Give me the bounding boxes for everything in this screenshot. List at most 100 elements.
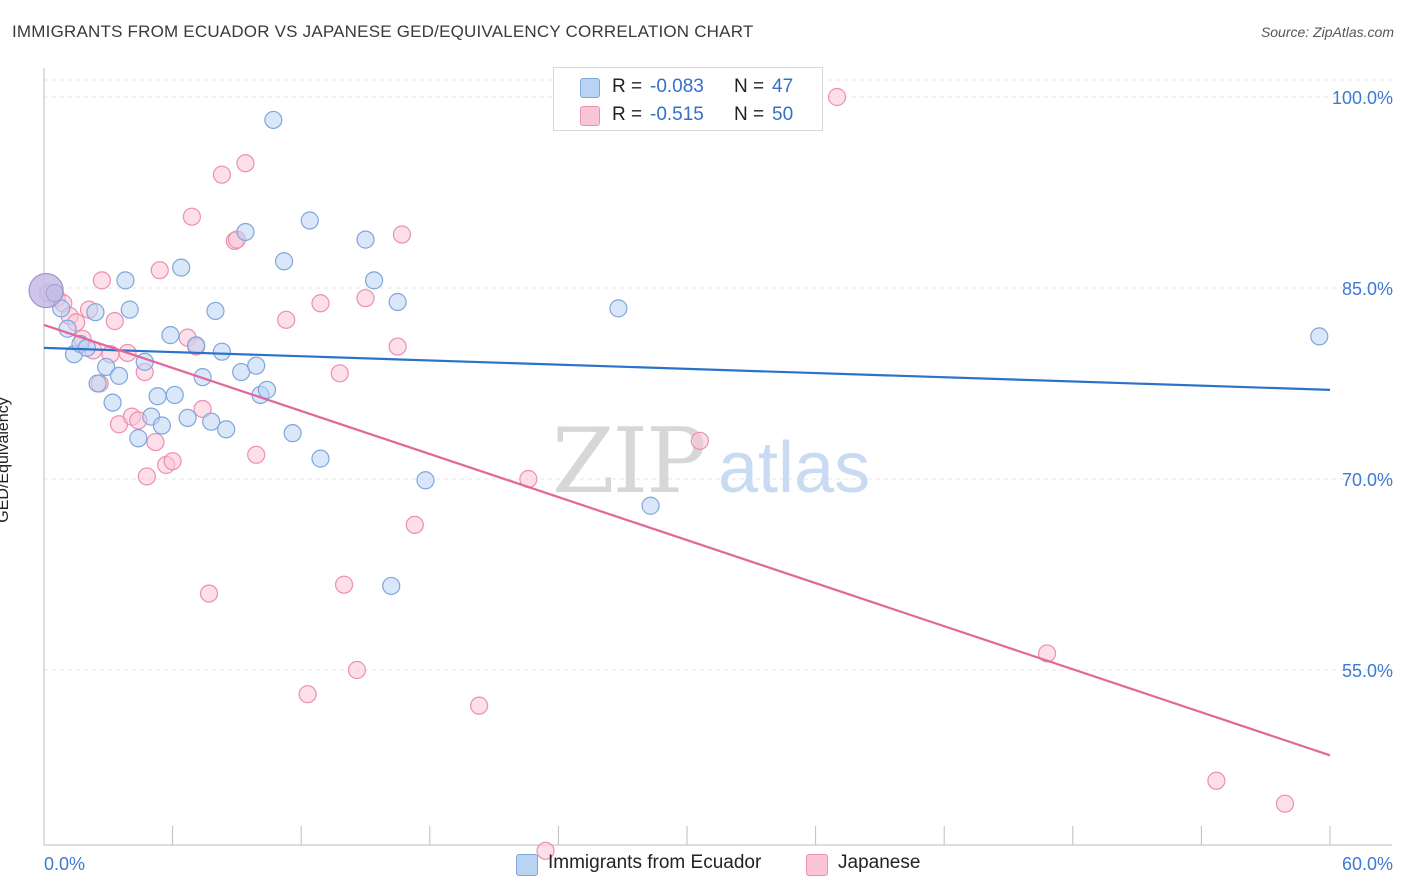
watermark-zip: ZIP [552,409,705,514]
ecuador-point [58,319,77,338]
ecuador-swatch [516,854,538,876]
ecuador-point [116,271,135,290]
ecuador-point [165,385,184,405]
ecuador-point [364,271,384,290]
ecuador-point [148,387,167,406]
ecuador-point [311,449,330,468]
n-value: 50 [772,104,794,125]
ecuador-point [152,416,171,435]
japanese-point [298,685,317,704]
r-value: -0.515 [650,104,704,125]
legend-row-ecuador: R = -0.083 N = 47 [554,74,822,102]
ecuador-point [609,299,628,318]
japanese-point [247,445,266,464]
watermark-atlas: atlas [718,428,870,508]
ecuador-trend-line [43,346,1331,391]
ecuador-point [247,356,266,375]
series-legend: Immigrants from Ecuador Japanese [0,852,1406,878]
ecuador-point [206,301,225,321]
japanese-point [212,165,231,184]
japanese-point [199,584,219,603]
ecuador-point [416,471,435,490]
ecuador-point [178,408,197,427]
japanese-point [1207,771,1226,790]
japanese-trend-line [43,323,1331,757]
legend-label: Immigrants from Ecuador [548,852,762,873]
ecuador-point [257,380,277,399]
legend-label: Japanese [838,852,921,873]
ecuador-points [28,110,1329,596]
japanese-point [334,575,354,594]
ecuador-point [86,303,105,322]
r-label: R = [612,104,643,125]
japanese-point [150,261,169,280]
ecuador-point [109,366,129,385]
n-label: N = [734,104,765,125]
ecuador-point [641,496,660,515]
japanese-point [330,364,349,383]
japanese-point [163,452,182,471]
x-tick-label: 60.0% [1342,854,1393,874]
y-tick-label: 85.0% [1342,279,1393,299]
japanese-point [536,841,555,860]
japanese-point [690,431,709,450]
ecuador-point [161,326,180,345]
japanese-point [827,87,847,107]
japanese-point [277,310,296,329]
stats-legend: R = -0.083 N = 47 R = -0.515 N = 50 [553,67,823,131]
japanese-swatch [806,854,828,876]
ecuador-point [274,252,294,271]
ecuador-point [172,258,191,277]
ecuador-point [120,300,139,319]
ecuador-point [356,230,375,249]
ecuador-point [103,393,122,412]
n-label: N = [734,76,765,97]
overlap-point [28,273,64,309]
n-value: 47 [772,76,794,97]
japanese-point [356,289,375,308]
japanese-point [469,696,489,715]
ecuador-point [202,412,221,431]
ecuador-point [1310,327,1329,346]
legend-row-japanese: R = -0.515 N = 50 [554,102,822,130]
japanese-point [146,432,165,452]
japanese-point [347,660,367,680]
japanese-point [311,294,330,313]
r-label: R = [612,76,643,97]
ecuador-point [187,336,206,355]
tick-labels: 55.0% 70.0% 85.0% 100.0% 0.0% 60.0% [44,88,1393,874]
ecuador-point [382,576,401,596]
japanese-point [193,399,212,419]
trend-lines [43,323,1331,757]
ecuador-point [217,420,236,439]
ecuador-point [232,362,251,382]
japanese-point [137,467,156,486]
japanese-point [182,207,201,226]
watermark: ZIP atlas [552,409,870,514]
source-label: Source: ZipAtlas.com [1260,24,1394,40]
japanese-point [392,225,412,244]
axes [43,68,1392,846]
japanese-point [405,515,424,534]
ecuador-point [283,424,302,443]
japanese-point [388,337,407,356]
japanese-point [105,312,124,331]
y-tick-label: 55.0% [1342,661,1393,681]
ecuador-point [97,357,116,377]
ecuador-point [264,110,283,130]
japanese-point [1037,644,1057,663]
ecuador-point [212,342,231,361]
japanese-swatch [580,106,600,126]
y-tick-label: 100.0% [1332,88,1393,108]
japanese-point [1275,794,1295,813]
x-tick-label: 0.0% [44,854,85,874]
ecuador-swatch [580,78,600,98]
ecuador-point [388,292,407,312]
japanese-point [236,154,255,173]
ecuador-point [236,222,255,242]
r-value: -0.083 [650,76,704,97]
ecuador-point [88,374,107,393]
ecuador-point [300,211,319,230]
y-tick-label: 70.0% [1342,470,1393,490]
